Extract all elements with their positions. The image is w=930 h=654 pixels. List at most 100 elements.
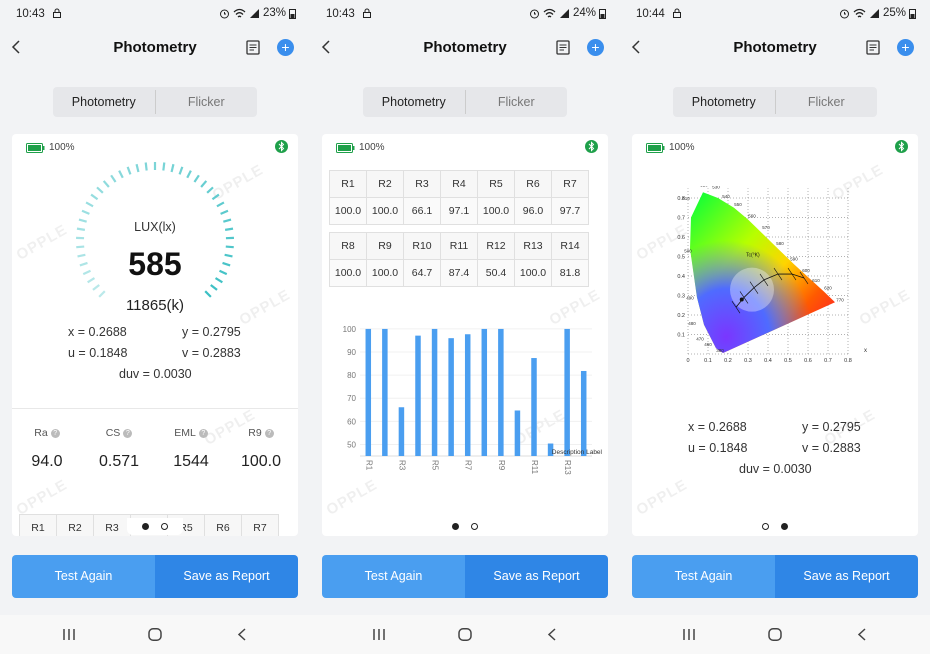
alarm-icon [219,9,229,18]
coord-duv: duv = 0.0030 [119,367,192,381]
wavelength-label: 580 [776,241,784,246]
gauge-tick [144,162,148,171]
save-report-button[interactable]: Save as Report [775,555,918,598]
recents-icon[interactable] [372,628,386,641]
page-dot[interactable] [471,523,478,530]
measurement-card: 100% OPPLE OPPLE OPPLE R1 R2 R3 R4 R5 R6… [322,134,608,536]
wavelength-label: 570 [762,225,770,230]
wavelength-label: 480 [688,321,696,326]
help-icon[interactable]: ? [50,429,60,438]
bar-R5 [431,328,438,456]
gauge-tick [102,180,110,188]
recents-icon[interactable] [682,628,696,641]
document-icon[interactable] [866,40,880,55]
watermark: OPPLE [13,221,71,264]
r-table-row2: R8 R9 R10 R11 R12 R13 R14 100.0 100.0 64… [329,232,589,287]
test-again-button[interactable]: Test Again [322,555,465,598]
nav-back-icon[interactable] [236,628,248,641]
gauge-tick [79,261,88,267]
add-icon[interactable]: + [897,39,914,56]
save-report-button[interactable]: Save as Report [155,555,298,598]
table-cell: 100.0 [477,197,515,225]
help-icon[interactable]: ? [123,429,133,438]
back-icon[interactable] [630,39,644,55]
bar-R3 [398,407,405,456]
x-tick-label: 0.3 [744,358,752,364]
lock-icon [363,8,371,18]
add-icon[interactable]: + [587,39,604,56]
y-tick-label: 0.8 [677,196,685,202]
table-cell: 100.0 [329,259,367,287]
x-tick-label: 0.8 [844,358,852,364]
page-title: Photometry [733,39,817,56]
axis-x-label: x [864,348,867,354]
wavelength-label: 590 [790,256,798,261]
isotherm [749,281,759,294]
tab-flicker[interactable]: Flicker [187,95,225,109]
page-dot[interactable] [762,523,769,530]
back-icon[interactable] [10,39,24,55]
page-dot-active[interactable] [452,523,459,530]
x-tick-label: 0.6 [804,358,812,364]
spectral-locus-blue [690,192,835,353]
document-icon[interactable] [246,40,260,55]
test-again-button[interactable]: Test Again [632,555,775,598]
table-cell: 97.7 [551,197,589,225]
home-icon[interactable] [148,628,162,641]
coord-y: y = 0.2795 [182,325,241,339]
wavelength-label: 380 [716,348,724,353]
measurement-card: 100% OPPLE OPPLE OPPLE OPPLE OPPLE LUX(l… [12,134,298,536]
x-tick-label: 0.2 [724,358,732,364]
recents-icon[interactable] [62,628,76,641]
table-header: R1 [19,514,57,536]
y-tick-label: 0.5 [677,255,685,261]
page-dot-active[interactable] [781,523,788,530]
tab-flicker[interactable]: Flicker [497,95,535,109]
status-bar: 10:43 23% [0,0,310,28]
bar-R10 [514,410,521,456]
tab-photometry[interactable]: Photometry [53,90,156,114]
page-dot-active[interactable] [142,523,149,530]
metric-label: Ra [34,427,48,439]
metric-label: EML [174,427,196,439]
gauge-tick [211,193,220,201]
isotherm [773,267,783,281]
coord-u: u = 0.1848 [688,441,748,455]
tab-photometry[interactable]: Photometry [673,90,776,114]
y-tick-label: 0.4 [677,274,685,280]
back-icon[interactable] [320,39,334,55]
isotherm [787,267,797,281]
metric-eml: EML? 1544 [161,427,221,471]
page-dot[interactable] [161,523,168,530]
tab-flicker[interactable]: Flicker [807,95,845,109]
gauge-tick [219,269,228,276]
document-icon[interactable] [556,40,570,55]
cri-bar-chart: 50 60 70 80 90 100 R1 R3 R5 R7 R9 R11 R13 Description… [343,325,603,475]
save-report-button[interactable]: Save as Report [465,555,608,598]
gauge-tick [224,227,234,231]
table-header: R4 [440,170,478,198]
wavelength-label: 550 [734,202,742,207]
tab-photometry[interactable]: Photometry [363,90,466,114]
nav-back-icon[interactable] [856,628,868,641]
test-again-button[interactable]: Test Again [12,555,155,598]
home-icon[interactable] [768,628,782,641]
lux-value: 585 [128,246,182,282]
wavelength-label: 620 [824,286,832,291]
metric-value: 0.571 [98,453,140,470]
bar-R13 [564,328,570,456]
help-icon[interactable]: ? [198,429,208,438]
table-header: R10 [403,232,441,260]
table-cell: 100.0 [366,197,404,225]
gauge-tick [76,227,86,231]
gauge-tick [220,209,229,215]
add-icon[interactable]: + [277,39,294,56]
cie-chromaticity-diagram: Tc(°K) 0 0.1 0.2 0.3 0.4 0.5 0.6 0.7 0.8 0.1 0.2 0.3… [677,186,867,364]
wavelength-label: 520 [700,186,708,187]
nav-back-icon[interactable] [546,628,558,641]
help-icon[interactable]: ? [264,429,274,438]
home-icon[interactable] [458,628,472,641]
table-cell: 100.0 [366,259,404,287]
coord-duv: duv = 0.0030 [739,462,812,476]
table-cell: 100.0 [514,259,552,287]
